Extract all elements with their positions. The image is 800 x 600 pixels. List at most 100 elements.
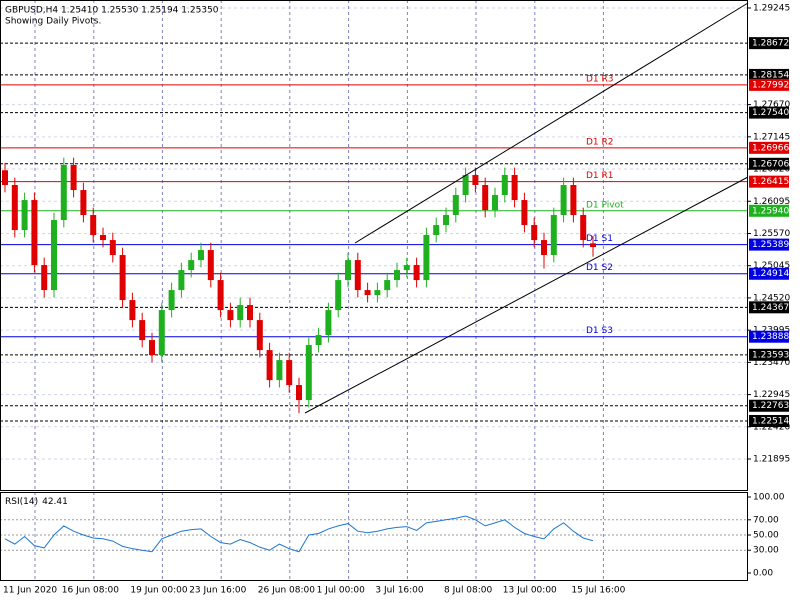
candle-body (198, 250, 204, 261)
y-tick-label: 1.25045 (753, 261, 790, 271)
candle-body (462, 175, 469, 196)
x-tick-label: 23 Jun 16:00 (189, 586, 246, 596)
candle-body (90, 215, 97, 236)
y-tick-label: 1.25570 (753, 229, 790, 239)
x-tick-label: 3 Jul 16:00 (375, 586, 424, 596)
candle-body (560, 185, 567, 216)
level-label: 1.24367 (752, 303, 789, 313)
candle-body (109, 240, 116, 256)
candle-body (531, 225, 538, 241)
candle-body (413, 265, 420, 281)
candle-body (227, 310, 234, 321)
candle-body (149, 340, 155, 356)
level-label: 1.22514 (752, 417, 789, 427)
level-label-box (749, 415, 789, 428)
candle-body (305, 345, 312, 401)
candle-body (168, 290, 175, 311)
pivot-label: 1.24914 (752, 269, 789, 279)
rsi-pane-border (0, 492, 748, 581)
pivot-label-box (749, 78, 789, 91)
candle-body (472, 175, 479, 186)
level-label: 1.22763 (752, 401, 789, 411)
candle-body (433, 225, 440, 236)
candle-body (237, 305, 244, 321)
candle-body (188, 260, 195, 271)
candle-body (541, 240, 547, 256)
candle-body (51, 220, 57, 291)
candle-body (80, 190, 87, 216)
candle-body (207, 250, 214, 281)
candle-body (60, 165, 67, 221)
level-label-box (749, 301, 789, 314)
chart-title: GBPUSD,H4 1.25410 1.25530 1.25194 1.2535… (5, 6, 219, 16)
pivot-name: D1 R2 (586, 137, 614, 147)
rsi-pane (0, 496, 751, 574)
pivot-name: D1 R3 (586, 74, 614, 84)
pivot-label-box (749, 175, 789, 188)
candle-body (158, 310, 165, 356)
pivot-name: D1 S3 (586, 326, 613, 336)
x-tick-label: 16 Jun 08:00 (62, 586, 119, 596)
candle-body (276, 360, 283, 381)
price-pane: D1 R3 D1 R2 D1 R1 D1 Pivot D1 S1 D1 S2 D1 S3 (0, 0, 751, 580)
candle-body (11, 185, 18, 231)
pivot-label-box (749, 267, 789, 280)
candle-body (521, 200, 528, 226)
y-tick-label: 1.23470 (753, 358, 790, 368)
pivot-name: D1 S2 (586, 263, 613, 273)
y-tick-label: 1.22945 (753, 390, 790, 400)
y-tick-label: 1.24520 (753, 293, 790, 303)
y-tick-label: 70.00 (753, 515, 779, 525)
pivot-name: D1 S1 (586, 234, 613, 244)
pivot-label-box (749, 238, 789, 251)
x-tick-label: 19 Jun 00:00 (130, 586, 187, 596)
y-tick-label: 1.26095 (753, 197, 790, 207)
candle-body (100, 235, 106, 241)
rsi-line (4, 515, 594, 553)
level-label: 1.28672 (752, 39, 789, 49)
y-tick-label: 1.23995 (753, 326, 790, 336)
candle-body (296, 385, 302, 401)
pivot-label: 1.26415 (752, 177, 789, 187)
rsi-name: RSI(14) (5, 497, 38, 507)
level-label-box (749, 348, 789, 361)
pivot-label: 1.26966 (752, 143, 789, 153)
y-tick-label: 100.00 (753, 493, 785, 503)
candle-body (129, 300, 136, 321)
pivot-label: 1.25389 (752, 240, 789, 250)
x-tick-label: 13 Jul 00:00 (503, 586, 557, 596)
level-label: 1.28154 (752, 70, 789, 80)
y-tick-label: 50.00 (753, 531, 779, 541)
candle-body (511, 175, 518, 201)
candle-body (354, 260, 361, 291)
candle-body (266, 350, 273, 381)
x-tick-label: 11 Jun 2020 (3, 586, 57, 596)
candle-body (247, 305, 253, 321)
candle-body (325, 310, 332, 336)
level-label-box (749, 68, 789, 81)
y-tick-label: 1.27145 (753, 132, 790, 142)
x-tick-label: 8 Jul 08:00 (444, 586, 493, 596)
rsi-label: RSI(14) 42.41 (5, 497, 68, 507)
candle-body (580, 215, 587, 241)
y-tick-label: 1.29245 (753, 3, 790, 13)
candle-body (590, 243, 596, 247)
candle-body (570, 185, 577, 216)
y-tick-label: 30.00 (753, 546, 779, 556)
pivot-label-box (749, 141, 789, 154)
candle-body (374, 290, 381, 296)
candle-body (139, 320, 146, 341)
candle-body (501, 175, 508, 196)
y-tick-label: 1.22420 (753, 422, 790, 432)
pivot-name: D1 Pivot (586, 200, 624, 210)
candle-body (482, 185, 489, 211)
candle-body (550, 215, 557, 256)
candle-body (384, 280, 391, 291)
rsi-value: 42.41 (42, 497, 68, 507)
candle-body (443, 215, 449, 226)
pivot-label: 1.27992 (752, 80, 789, 90)
candle-body (315, 335, 322, 346)
level-label-box (749, 399, 789, 412)
